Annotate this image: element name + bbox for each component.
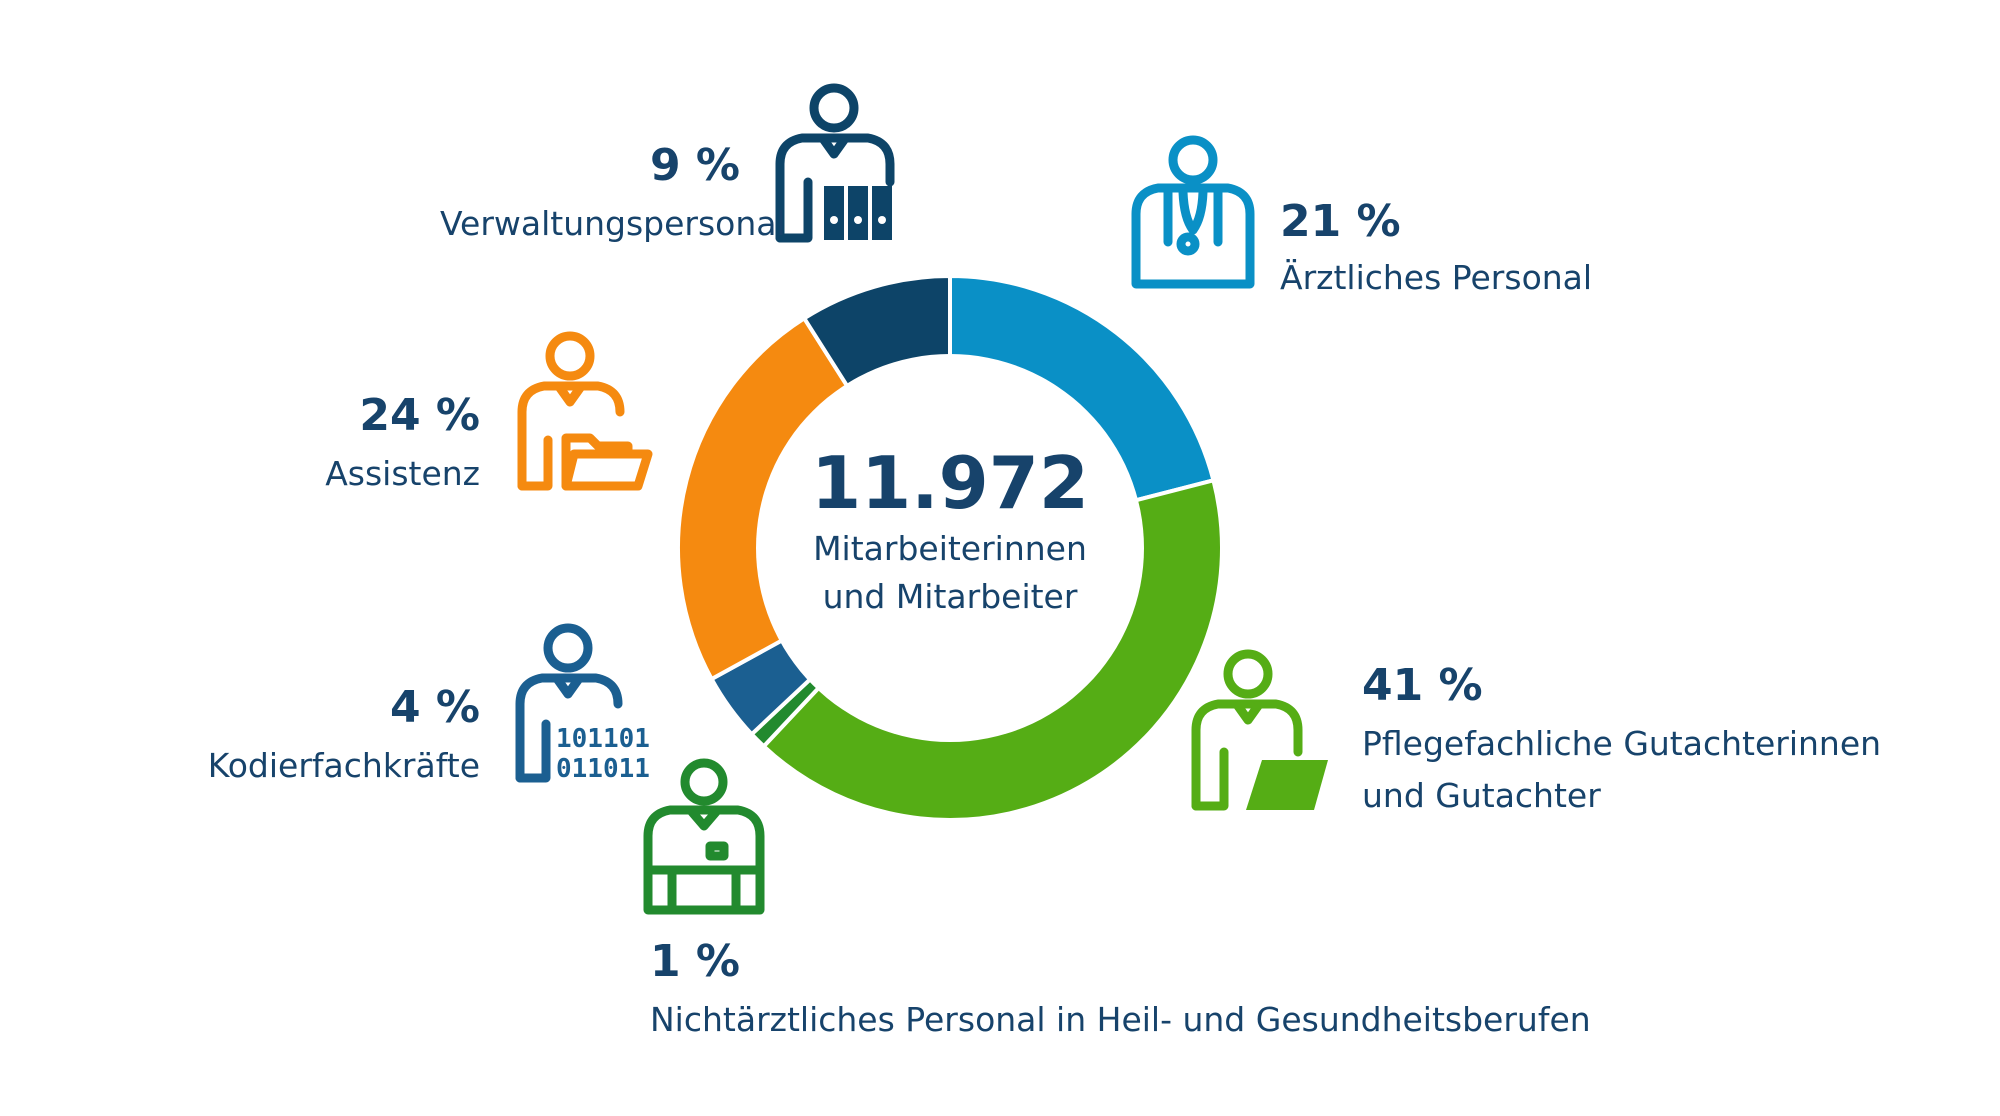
segment-label-pflegefachliche-gutachter-line-2: und Gutachter (1362, 776, 1601, 815)
segment-label-verwaltungspersonal: Verwaltungspersonal (440, 204, 786, 243)
caption-line-1: Mitarbeiterinnen (813, 529, 1087, 568)
total-employees-value: 11.972 (811, 441, 1089, 525)
segment-percent-pflegefachliche-gutachter: 41 % (1362, 660, 1483, 711)
segment-percent-nichtaerztliches-personal: 1 % (650, 936, 741, 987)
total-employees-caption: Mitarbeiterinnen und Mitarbeiter (740, 525, 1160, 621)
segment-percent-verwaltungspersonal: 9 % (649, 140, 740, 191)
segment-label-assistenz: Assistenz (325, 454, 480, 493)
donut-hole (756, 354, 1144, 742)
person-folder-icon (517, 331, 653, 491)
binary-text-1: 101101 (556, 724, 650, 754)
person-binders-icon (775, 83, 895, 243)
segment-percent-aerztliches-personal: 21 % (1280, 196, 1401, 247)
person-laptop-icon (1191, 649, 1328, 811)
doctor-stethoscope-icon (1131, 135, 1255, 289)
segment-label-nichtaerztliches-personal: Nichtärztliches Personal in Heil- und Ge… (650, 1000, 1591, 1039)
binary-text-2: 011011 (556, 754, 650, 784)
segment-percent-assistenz: 24 % (359, 390, 480, 441)
segment-percent-kodierfachkraefte: 4 % (389, 682, 480, 733)
person-binary-code-icon: 101101 011011 (515, 623, 650, 784)
segment-label-aerztliches-personal: Ärztliches Personal (1280, 258, 1593, 297)
person-medical-uniform-icon (643, 758, 765, 915)
caption-line-2: und Mitarbeiter (822, 577, 1078, 616)
segment-label-kodierfachkraefte: Kodierfachkräfte (207, 746, 480, 785)
segment-label-pflegefachliche-gutachter-line-1: Pflegefachliche Gutachterinnen (1362, 724, 1882, 763)
